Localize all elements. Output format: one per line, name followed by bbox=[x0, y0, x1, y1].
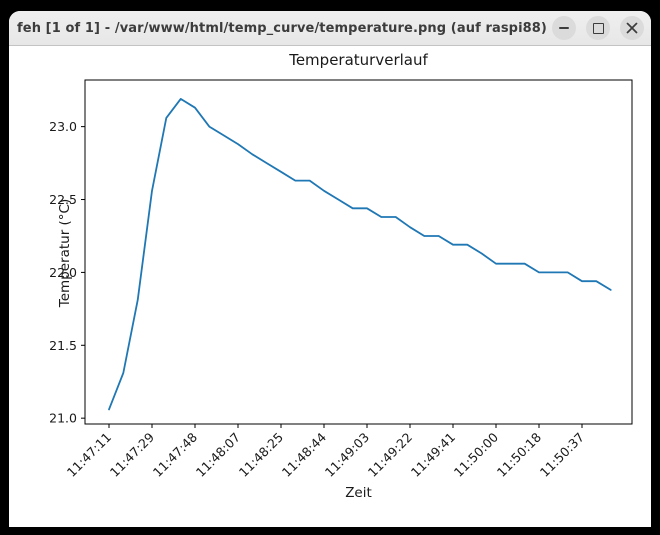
x-tick-label: 11:47:11 bbox=[64, 430, 114, 480]
x-tick-label: 11:47:48 bbox=[150, 429, 200, 479]
close-icon bbox=[626, 22, 638, 34]
maximize-icon bbox=[592, 22, 604, 34]
temperature-line bbox=[108, 98, 612, 411]
y-tick-label: 22.5 bbox=[49, 192, 77, 207]
x-tick-label: 11:50:00 bbox=[451, 429, 501, 479]
x-tick-label: 11:49:22 bbox=[365, 430, 415, 480]
y-tick-label: 23.0 bbox=[49, 119, 77, 134]
x-tick-label: 11:48:25 bbox=[236, 430, 286, 480]
x-axis-label: Zeit bbox=[345, 485, 372, 501]
x-tick-label: 11:50:18 bbox=[494, 429, 544, 479]
x-tick-label: 11:50:37 bbox=[537, 430, 587, 480]
minimize-icon bbox=[559, 27, 569, 29]
x-tick-label: 11:47:29 bbox=[107, 429, 157, 479]
x-tick-label: 11:49:41 bbox=[408, 430, 458, 480]
maximize-button[interactable] bbox=[586, 16, 610, 40]
y-axis-label: Temperatur (°C) bbox=[57, 198, 73, 308]
chart-title: Temperaturverlauf bbox=[289, 51, 428, 69]
y-tick-label: 21.0 bbox=[49, 411, 77, 426]
image-viewport: 21.0 21.5 22.0 22.5 23.0 11:47:11 11:47:29 11:4… bbox=[9, 46, 651, 527]
window-titlebar[interactable]: feh [1 of 1] - /var/www/html/temp_curve/… bbox=[9, 11, 651, 46]
temperature-chart: 21.021.522.022.523.011:47:1111:47:2911:4… bbox=[49, 79, 633, 480]
feh-window: feh [1 of 1] - /var/www/html/temp_curve/… bbox=[9, 11, 651, 527]
x-tick-label: 11:49:03 bbox=[322, 430, 372, 480]
minimize-button[interactable] bbox=[552, 16, 576, 40]
close-button[interactable] bbox=[620, 16, 644, 40]
x-tick-label: 11:48:44 bbox=[279, 429, 329, 479]
window-title: feh [1 of 1] - /var/www/html/temp_curve/… bbox=[17, 20, 547, 36]
window-controls bbox=[552, 16, 644, 40]
y-tick-label: 22.0 bbox=[49, 265, 77, 280]
x-tick-label: 11:48:07 bbox=[193, 430, 243, 480]
plot-border bbox=[84, 79, 633, 425]
y-tick-label: 21.5 bbox=[49, 338, 77, 353]
